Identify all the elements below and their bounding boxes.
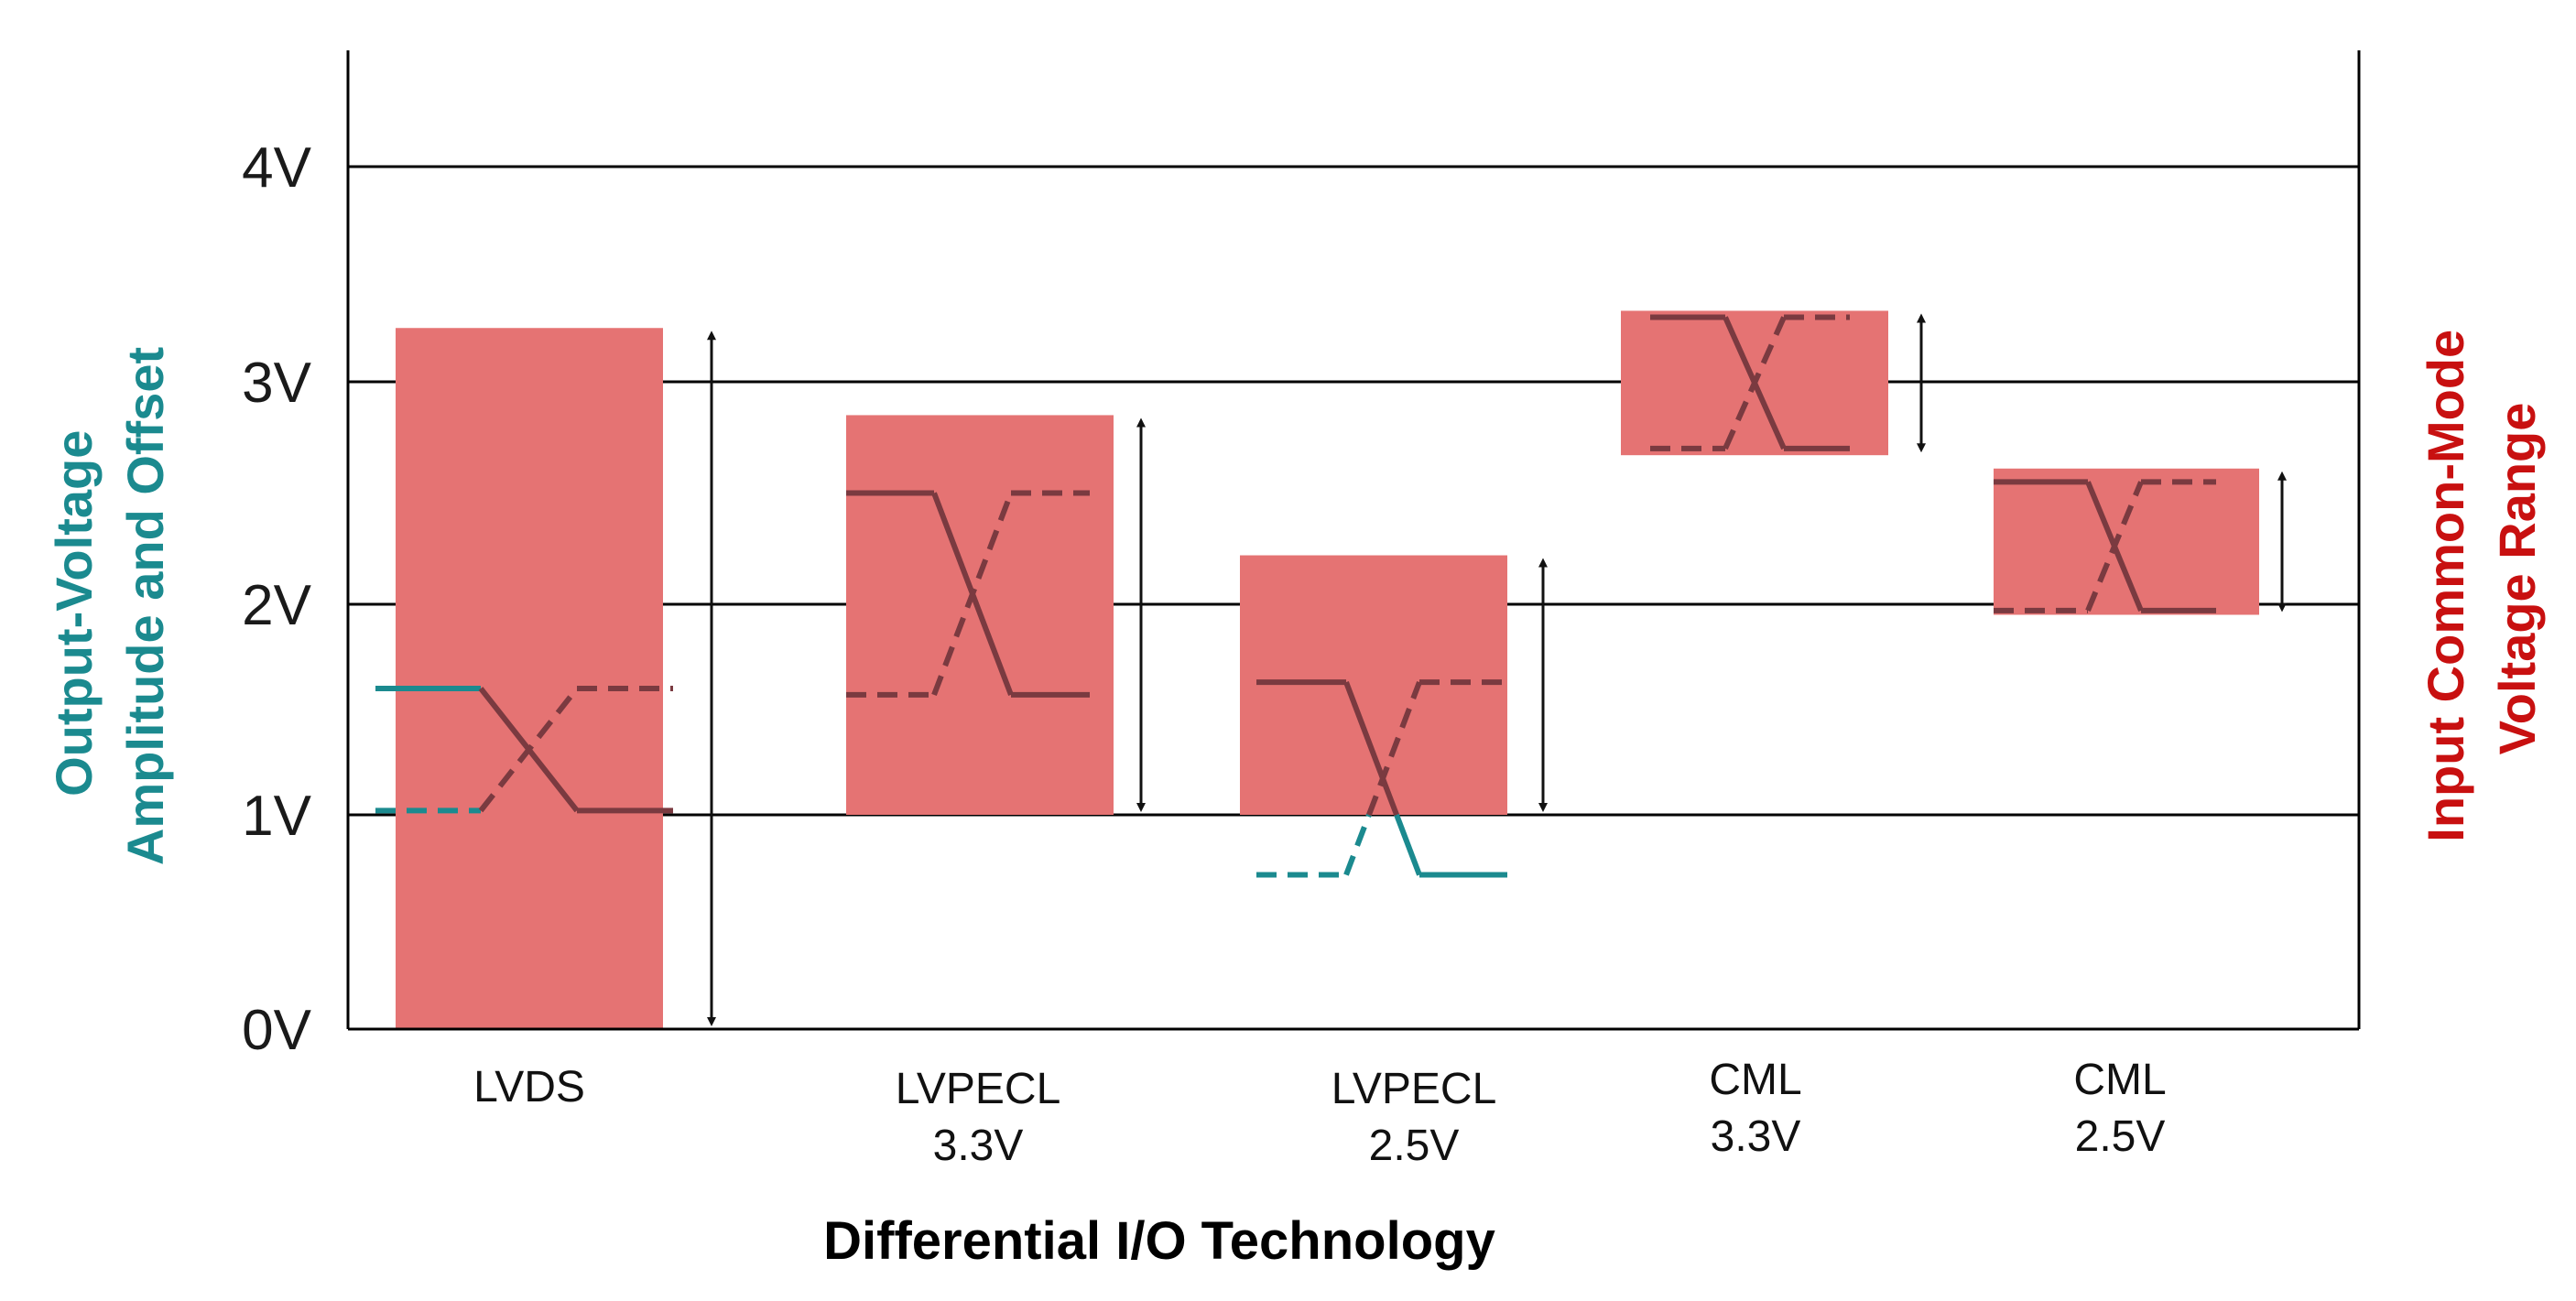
- signal-solid-lvpecl-2-5v-segment: [1343, 681, 1399, 817]
- category-label-cml-2-5v-line-1: CML: [2073, 1056, 2166, 1104]
- left-axis-title: Output-Voltage Amplitude and Offset: [45, 347, 174, 865]
- category-label-lvpecl-3-3v-line-2: 3.3V: [933, 1122, 1024, 1170]
- left-axis-title-line-1: Output-Voltage: [45, 430, 103, 797]
- category-label-cml-2-5v-line-2: 2.5V: [2075, 1112, 2166, 1161]
- category-label-cml-2-5v: CML 2.5V: [2073, 1056, 2166, 1161]
- signal-dashed-lvpecl-2-5v-segment: [1343, 813, 1372, 876]
- signal-dashed-cml-3-3v-segment: [1723, 316, 1787, 450]
- category-label-lvds-line-1: LVDS: [473, 1063, 585, 1111]
- right-axis-title-line-2: Voltage Range: [2488, 403, 2546, 755]
- range-bar-lvpecl-2-5v: [1240, 555, 1507, 815]
- range-arrows: [707, 313, 2287, 1026]
- category-label-cml-3-3v-line-1: CML: [1709, 1056, 1801, 1104]
- category-labels: LVDS LVPECL 3.3V LVPECL 2.5V CML 3.3V CML 2.5V: [473, 1056, 2167, 1170]
- right-axis-title-line-1: Input Common-Mode: [2417, 330, 2474, 842]
- y-tick-3V: 3V: [242, 352, 311, 415]
- y-tick-1V: 1V: [242, 785, 311, 848]
- y-tick-2V: 2V: [242, 574, 311, 637]
- category-label-lvpecl-2-5v-line-1: LVPECL: [1331, 1065, 1497, 1113]
- signal-solid-lvpecl-2-5v-segment: [1394, 813, 1422, 876]
- category-label-lvpecl-3-3v-line-1: LVPECL: [896, 1065, 1061, 1113]
- signal-dashed-cml-2-5v-segment: [2085, 481, 2144, 613]
- left-axis-title-line-2: Amplitude and Offset: [116, 347, 174, 865]
- category-label-lvpecl-3-3v: LVPECL 3.3V: [896, 1065, 1061, 1170]
- y-tick-0V: 0V: [242, 999, 311, 1062]
- axes: [346, 50, 2361, 1031]
- y-tick-4V: 4V: [242, 136, 311, 200]
- signal-dashed-lvpecl-2-5v-segment: [1366, 681, 1422, 817]
- x-axis-title: Differential I/O Technology: [823, 1211, 1495, 1271]
- signal-dashed-lvds-segment: [478, 687, 580, 813]
- category-label-lvpecl-2-5v: LVPECL 2.5V: [1331, 1065, 1497, 1170]
- y-tick-labels: 0V 1V 2V 3V 4V: [242, 136, 311, 1062]
- right-axis-title: Input Common-Mode Voltage Range: [2417, 315, 2546, 841]
- category-label-lvds: LVDS: [473, 1063, 585, 1111]
- range-bar-cml-2-5v: [1994, 468, 2259, 615]
- signal-dashed-lvpecl-3-3v-segment: [931, 492, 1014, 696]
- category-label-cml-3-3v-line-2: 3.3V: [1711, 1112, 1801, 1161]
- range-bars: [396, 310, 2259, 1029]
- category-label-lvpecl-2-5v-line-2: 2.5V: [1369, 1122, 1460, 1170]
- signal-waveforms: [375, 314, 2216, 878]
- range-bar-lvds: [396, 328, 663, 1029]
- category-label-cml-3-3v: CML 3.3V: [1709, 1056, 1801, 1161]
